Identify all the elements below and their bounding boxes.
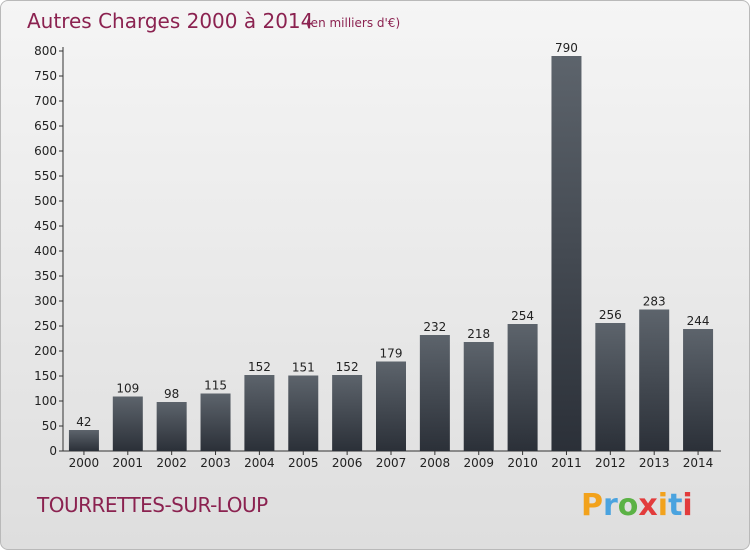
x-tick-label: 2003	[200, 456, 231, 470]
bar	[376, 361, 406, 451]
bar	[507, 324, 538, 451]
bar-value-label: 152	[336, 360, 359, 374]
bar	[112, 396, 143, 451]
x-tick-label: 2006	[332, 456, 363, 470]
chart-title: Autres Charges 2000 à 2014	[27, 9, 313, 33]
logo-letter: P	[581, 488, 603, 523]
x-tick-label: 2004	[244, 456, 275, 470]
x-tick-label: 2008	[420, 456, 451, 470]
bar-value-label: 790	[555, 41, 578, 55]
bar-value-label: 152	[248, 360, 271, 374]
y-tick-label: 400	[34, 244, 57, 258]
y-tick-label: 100	[34, 394, 57, 408]
bar-value-label: 98	[164, 387, 179, 401]
commune-name: TOURRETTES-SUR-LOUP	[37, 493, 268, 517]
bar	[551, 56, 582, 451]
bar	[200, 393, 231, 451]
bar-value-label: 254	[511, 309, 534, 323]
bar	[156, 402, 187, 451]
bar-value-label: 244	[687, 314, 710, 328]
bar-value-label: 232	[423, 320, 446, 334]
x-tick-label: 2011	[551, 456, 582, 470]
logo-letter: o	[617, 488, 639, 523]
y-tick-label: 250	[34, 319, 57, 333]
y-tick-label: 50	[42, 419, 57, 433]
bar	[68, 430, 99, 451]
y-tick-label: 200	[34, 344, 57, 358]
y-tick-label: 550	[34, 169, 57, 183]
logo-letter: t	[668, 488, 683, 523]
y-tick-label: 0	[49, 444, 57, 458]
bar	[683, 329, 714, 451]
y-tick-label: 300	[34, 294, 57, 308]
bar-value-label: 151	[292, 361, 315, 375]
bar	[288, 375, 319, 451]
y-tick-label: 600	[34, 144, 57, 158]
y-tick-label: 500	[34, 194, 57, 208]
y-tick-label: 800	[34, 44, 57, 58]
logo-letter: i	[682, 488, 693, 523]
bar-value-label: 115	[204, 379, 227, 393]
bar-value-label: 42	[76, 415, 91, 429]
bars: 42 109 98 115 152 151 152 179 232 218 254 790 256 283…	[68, 41, 714, 451]
proxiti-logo[interactable]: Proxiti	[581, 488, 693, 523]
bar	[332, 375, 363, 451]
bar-value-label: 256	[599, 308, 622, 322]
logo-letter: i	[657, 488, 669, 523]
y-tick-label: 150	[34, 369, 57, 383]
bar-value-label: 218	[467, 327, 490, 341]
logo-letter: r	[603, 488, 618, 523]
x-tick-label: 2013	[639, 456, 670, 470]
x-tick-label: 2005	[288, 456, 319, 470]
x-tick-label: 2001	[113, 456, 144, 470]
x-tick-label: 2007	[376, 456, 407, 470]
bar	[244, 375, 275, 451]
y-tick-label: 450	[34, 219, 57, 233]
x-tick-label: 2000	[69, 456, 100, 470]
x-tick-label: 2012	[595, 456, 626, 470]
y-tick-label: 750	[34, 69, 57, 83]
bar-value-label: 283	[643, 295, 666, 309]
y-tick-label: 350	[34, 269, 57, 283]
y-tick-label: 700	[34, 94, 57, 108]
bar	[419, 335, 450, 451]
y-tick-label: 650	[34, 119, 57, 133]
bar	[595, 323, 626, 451]
x-tick-label: 2010	[507, 456, 538, 470]
axes: 0 50 100 150 200 250 300 350 400 450 500 550 600 650 7…	[34, 44, 721, 470]
bar	[639, 309, 670, 451]
chart-subtitle: (en milliers d'€)	[306, 16, 400, 30]
bar-value-label: 109	[116, 382, 139, 396]
bar-value-label: 179	[380, 347, 403, 361]
x-tick-label: 2009	[463, 456, 494, 470]
x-tick-label: 2014	[683, 456, 714, 470]
x-tick-label: 2002	[156, 456, 187, 470]
logo-letter: x	[638, 488, 658, 523]
bar	[463, 342, 494, 451]
